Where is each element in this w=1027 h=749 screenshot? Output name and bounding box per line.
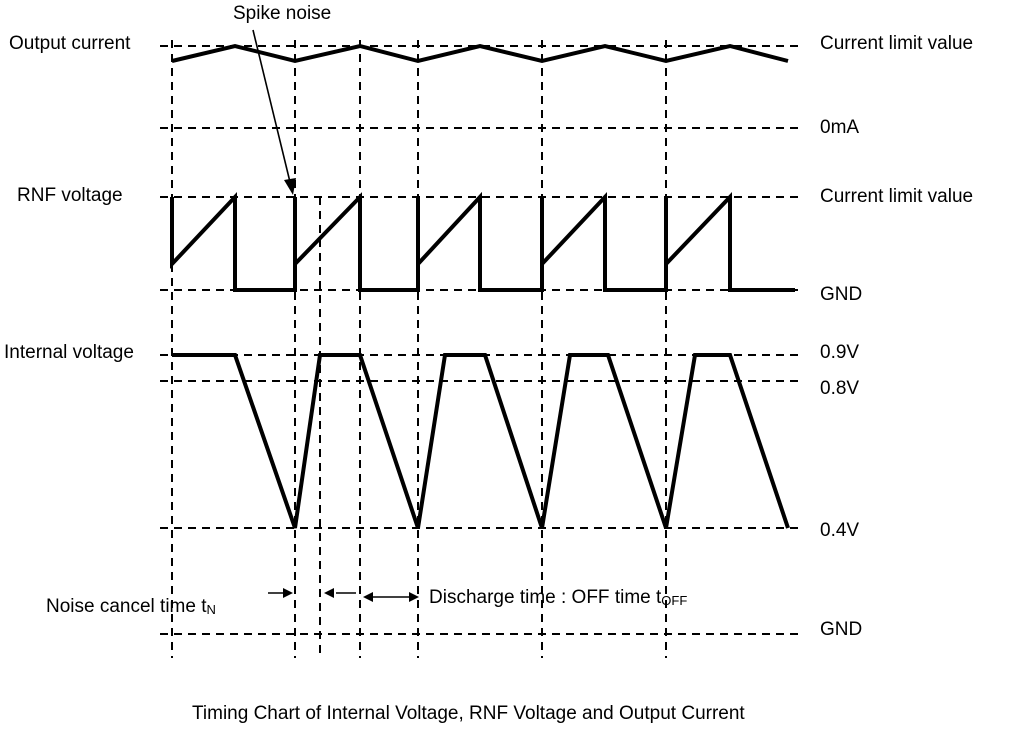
noise-cancel-main: Noise cancel time t [46,596,207,617]
horizontal-reference-lines [160,45,800,635]
spike-noise-arrow [252,29,296,195]
v04-label: 0.4V [820,520,859,541]
chart-caption: Timing Chart of Internal Voltage, RNF Vo… [192,703,745,724]
spike-noise-label: Spike noise [233,3,331,24]
output-current-label: Output current [9,33,131,54]
gnd-rnf-label: GND [820,284,862,305]
current-limit-label-top: Current limit value [820,33,973,54]
rnf-voltage-label: RNF voltage [17,185,123,206]
v08-label: 0.8V [820,378,859,399]
current-limit-label-rnf: Current limit value [820,186,973,207]
v09-label: 0.9V [820,342,859,363]
noise-cancel-subscript: N [207,602,216,617]
internal-voltage-label: Internal voltage [4,342,134,363]
rnf-voltage-waveform [170,191,795,292]
zero-ma-label: 0mA [820,117,859,138]
discharge-time-label: Discharge time : OFF time tOFF [429,587,687,608]
gnd-bottom-label: GND [820,619,862,640]
output-current-waveform [171,43,789,64]
discharge-time-arrow [363,592,419,602]
discharge-subscript: OFF [661,593,687,608]
discharge-main: Discharge time : OFF time t [429,587,662,608]
noise-cancel-arrows [268,588,356,598]
internal-voltage-waveform [172,353,790,529]
noise-cancel-label: Noise cancel time tN [46,596,216,617]
vertical-time-markers [171,40,667,658]
